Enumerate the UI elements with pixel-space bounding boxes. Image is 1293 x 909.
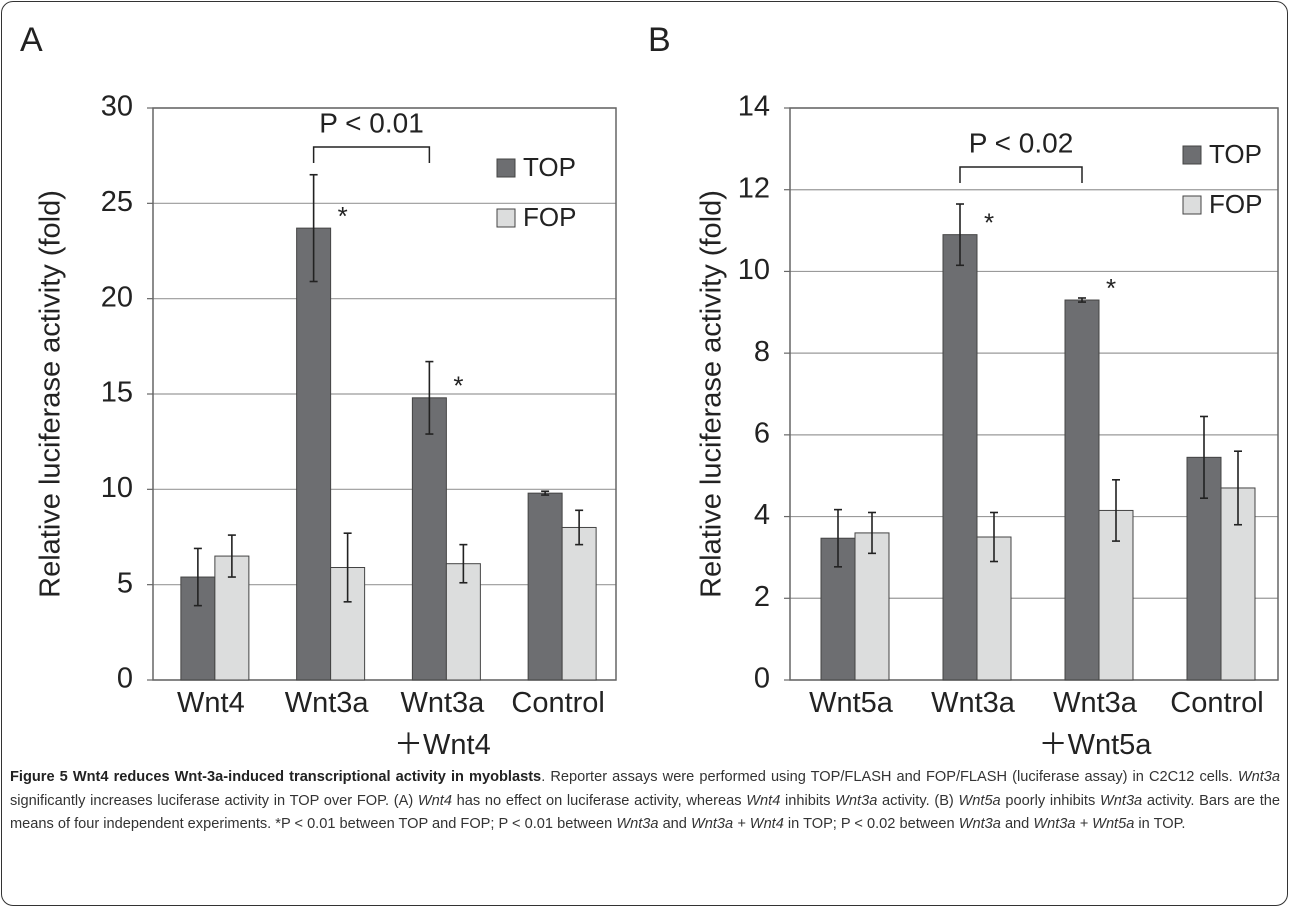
error-bar	[575, 509, 584, 546]
caption-text: poorly inhibits	[1000, 792, 1100, 809]
caption: Figure 5 Wnt4 reduces Wnt-3a-induced tra…	[10, 766, 1280, 837]
x-tick-label: Wnt3a ＋Wnt5a	[1039, 687, 1153, 761]
bar	[854, 532, 890, 681]
y-tick-label: 14	[738, 91, 770, 123]
caption-text: in TOP.	[1134, 816, 1186, 832]
x-tick-label: Wnt3a	[931, 687, 1016, 719]
error-bar	[1112, 478, 1120, 542]
error-bar	[1200, 415, 1208, 499]
error-bar	[309, 173, 318, 283]
x-tick-label: Wnt5a	[809, 687, 894, 719]
caption-text: in TOP; P < 0.02 between	[783, 816, 959, 832]
caption-text: significantly increases luciferase activ…	[10, 792, 418, 809]
caption-title: Figure 5 Wnt4 reduces Wnt-3a-induced tra…	[10, 769, 542, 785]
legend-swatch	[1182, 145, 1202, 165]
error-bar	[834, 508, 842, 568]
error-bar	[541, 490, 550, 496]
x-tick-label: Wnt3a ＋Wnt4	[394, 687, 491, 761]
error-bar	[990, 511, 998, 563]
panel-label: B	[648, 21, 671, 59]
y-axis-label: Relative luciferase activity (fold)	[35, 190, 67, 598]
caption-text: Wnt3a	[616, 816, 659, 832]
legend-label: TOP	[1209, 139, 1262, 169]
bar	[942, 234, 978, 681]
y-tick-label: 20	[101, 281, 133, 313]
error-bar	[227, 534, 236, 578]
bracket	[959, 166, 1083, 183]
bar	[527, 492, 563, 681]
y-tick-label: 6	[754, 418, 770, 450]
legend-label: FOP	[523, 202, 576, 232]
figure: A Relative luciferase activity (fold) 0 5 10…	[20, 21, 1279, 761]
caption-text: and	[658, 816, 691, 832]
error-bar	[459, 543, 468, 584]
bar	[296, 227, 332, 681]
x-tick-label: Control	[1170, 687, 1264, 719]
error-bar	[956, 203, 964, 267]
caption-text: . Reporter assays were performed using T…	[541, 769, 1238, 785]
significance-star: *	[1106, 273, 1116, 303]
error-bar	[193, 547, 202, 607]
caption-text: has no effect on luciferase activity, wh…	[451, 792, 747, 809]
y-tick-label: 8	[754, 336, 770, 368]
y-tick-label: 5	[117, 567, 133, 599]
error-bar	[343, 532, 352, 603]
caption-text: inhibits	[780, 792, 836, 809]
caption-text: Wnt3a	[1100, 792, 1143, 809]
error-bar	[1234, 450, 1242, 526]
plot-frame	[789, 107, 1279, 681]
legend-swatch	[496, 158, 516, 178]
error-bar	[868, 511, 876, 555]
bar	[214, 555, 250, 681]
caption-text: Wnt3a + Wnt5a	[1033, 816, 1135, 832]
bracket	[312, 146, 431, 163]
error-bar	[425, 360, 434, 435]
caption-text: activity. Bars are the means of four ind…	[10, 792, 1280, 833]
caption-text: Wnt5a	[958, 792, 1001, 809]
y-tick-label: 25	[101, 186, 133, 218]
legend-swatch	[1182, 195, 1202, 215]
y-tick-label: 15	[101, 377, 133, 409]
x-tick-label: Wnt4	[177, 687, 245, 719]
caption-text: Wnt4	[417, 792, 452, 809]
legend-swatch	[496, 208, 516, 228]
bracket-label: P < 0.01	[319, 107, 424, 138]
legend-label: FOP	[1209, 189, 1262, 219]
y-tick-label: 4	[754, 499, 770, 531]
y-tick-label: 30	[101, 91, 133, 123]
y-tick-label: 2	[754, 581, 770, 613]
y-tick-label: 10	[738, 254, 770, 286]
x-tick-label: Control	[511, 687, 605, 719]
y-tick-label: 0	[117, 663, 133, 695]
error-bar	[1078, 297, 1086, 303]
caption-text: Wnt4	[746, 792, 781, 809]
x-tick-label: Wnt3a	[285, 687, 370, 719]
caption-text: activity. (B)	[877, 792, 959, 809]
y-axis-label: Relative luciferase activity (fold)	[696, 190, 728, 598]
significance-star: *	[338, 201, 348, 231]
significance-star: *	[453, 371, 463, 401]
caption-text: Wnt3a + Wnt4	[690, 816, 784, 832]
bracket-label: P < 0.02	[969, 127, 1074, 158]
legend-label: TOP	[523, 152, 576, 182]
caption-text: Wnt3a	[1237, 769, 1280, 785]
significance-star: *	[984, 208, 994, 238]
bar	[561, 526, 597, 681]
caption-text: Wnt3a	[835, 792, 878, 809]
y-tick-label: 0	[754, 663, 770, 695]
bar	[1064, 299, 1100, 681]
plot-frame	[152, 107, 617, 681]
y-tick-label: 12	[738, 172, 770, 204]
caption-text: Wnt3a	[958, 816, 1001, 832]
caption-text: and	[1000, 816, 1034, 832]
panel-label: A	[20, 21, 43, 59]
bar	[330, 567, 366, 681]
y-tick-label: 10	[101, 472, 133, 504]
bar	[411, 397, 447, 681]
